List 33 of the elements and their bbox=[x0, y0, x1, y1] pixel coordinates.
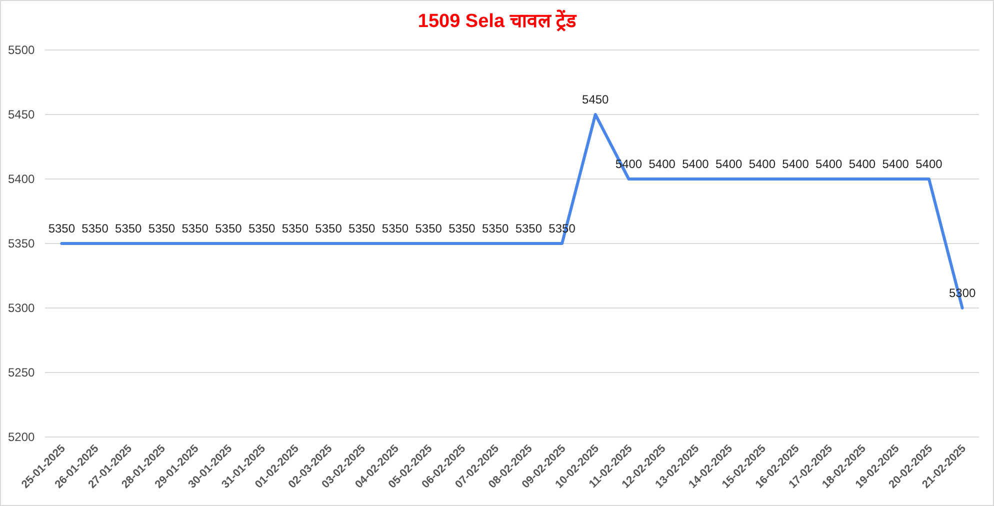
data-label: 5400 bbox=[916, 157, 943, 171]
data-label: 5400 bbox=[782, 157, 810, 171]
y-tick-label: 5300 bbox=[8, 301, 36, 315]
data-label: 5350 bbox=[82, 222, 109, 236]
y-tick-label: 5250 bbox=[8, 366, 36, 380]
y-tick-label: 5350 bbox=[8, 236, 36, 250]
data-label: 5350 bbox=[382, 222, 409, 236]
y-tick-label: 5500 bbox=[8, 43, 36, 57]
y-tick-label: 5450 bbox=[8, 108, 36, 122]
data-label: 5400 bbox=[816, 157, 843, 171]
data-label: 5350 bbox=[148, 222, 176, 236]
data-label: 5350 bbox=[315, 222, 342, 236]
data-label: 5450 bbox=[582, 92, 610, 106]
y-tick-label: 5400 bbox=[8, 172, 36, 186]
data-label: 5400 bbox=[882, 157, 910, 171]
data-label: 5350 bbox=[248, 222, 276, 236]
data-label: 5350 bbox=[415, 222, 442, 236]
data-label: 5400 bbox=[715, 157, 742, 171]
data-label: 5350 bbox=[482, 222, 509, 236]
data-label: 5350 bbox=[115, 222, 142, 236]
data-label: 5350 bbox=[348, 222, 376, 236]
data-label: 5350 bbox=[48, 222, 76, 236]
data-label: 5350 bbox=[215, 222, 242, 236]
data-label: 5400 bbox=[848, 157, 876, 171]
data-label: 5350 bbox=[515, 222, 542, 236]
data-label: 5350 bbox=[182, 222, 209, 236]
chart-title: 1509 Sela चावल ट्रेंड bbox=[418, 9, 578, 32]
data-label: 5400 bbox=[648, 157, 676, 171]
data-label: 5400 bbox=[748, 157, 776, 171]
data-label: 5350 bbox=[448, 222, 476, 236]
data-label: 5400 bbox=[682, 157, 710, 171]
y-tick-label: 5200 bbox=[8, 430, 36, 444]
data-label: 5350 bbox=[282, 222, 309, 236]
